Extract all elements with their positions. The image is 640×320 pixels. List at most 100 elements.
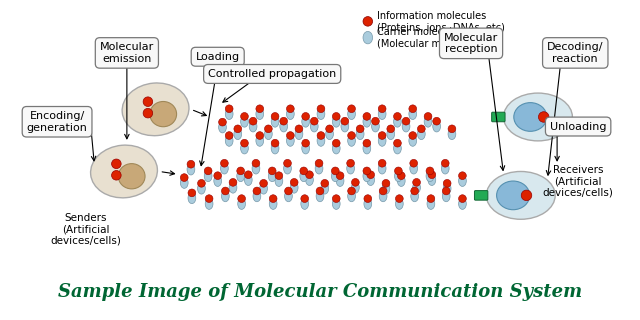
Circle shape (310, 117, 318, 125)
Ellipse shape (380, 190, 387, 202)
Ellipse shape (356, 128, 364, 140)
Circle shape (382, 180, 390, 187)
Circle shape (300, 167, 308, 175)
Circle shape (427, 195, 435, 203)
Ellipse shape (260, 183, 268, 194)
Circle shape (372, 117, 380, 125)
Circle shape (428, 171, 436, 179)
FancyBboxPatch shape (474, 191, 488, 200)
Ellipse shape (363, 116, 371, 127)
Ellipse shape (348, 135, 355, 146)
Ellipse shape (317, 108, 325, 119)
Circle shape (188, 189, 196, 197)
Ellipse shape (394, 116, 401, 127)
Ellipse shape (348, 190, 355, 202)
Circle shape (448, 125, 456, 133)
FancyBboxPatch shape (492, 112, 505, 122)
Text: Senders
(Artificial
devices/cells): Senders (Artificial devices/cells) (51, 212, 121, 246)
Ellipse shape (291, 182, 298, 193)
Ellipse shape (198, 183, 205, 194)
Circle shape (237, 167, 244, 175)
Ellipse shape (363, 31, 372, 44)
Circle shape (285, 187, 292, 195)
Circle shape (253, 187, 260, 195)
Circle shape (306, 171, 314, 179)
Circle shape (444, 180, 451, 187)
Circle shape (378, 132, 386, 140)
Circle shape (280, 117, 287, 125)
Circle shape (221, 159, 228, 167)
Circle shape (317, 105, 325, 113)
Ellipse shape (317, 135, 325, 146)
Circle shape (363, 139, 371, 147)
Circle shape (219, 118, 227, 126)
Text: Loading: Loading (196, 52, 240, 62)
Circle shape (143, 108, 153, 118)
Ellipse shape (205, 198, 213, 209)
Ellipse shape (204, 171, 212, 182)
Circle shape (364, 195, 372, 203)
Circle shape (204, 167, 212, 175)
Ellipse shape (336, 175, 344, 187)
Ellipse shape (363, 143, 371, 154)
Ellipse shape (332, 116, 340, 127)
Ellipse shape (363, 171, 371, 182)
Circle shape (426, 167, 434, 175)
Circle shape (287, 132, 294, 140)
Circle shape (326, 125, 333, 133)
Ellipse shape (402, 121, 410, 132)
Circle shape (221, 187, 229, 195)
Ellipse shape (244, 174, 252, 186)
Text: Information molecules
(Proteins, ions, DNAs, etc): Information molecules (Proteins, ions, D… (378, 11, 505, 32)
Ellipse shape (269, 198, 277, 209)
Ellipse shape (275, 175, 283, 187)
Ellipse shape (409, 108, 417, 119)
Circle shape (268, 167, 276, 175)
Ellipse shape (332, 198, 340, 209)
Circle shape (271, 113, 279, 120)
Circle shape (264, 125, 272, 133)
Ellipse shape (378, 135, 386, 146)
Circle shape (442, 159, 449, 167)
Circle shape (205, 195, 213, 203)
Circle shape (378, 159, 386, 167)
Ellipse shape (268, 171, 276, 182)
Ellipse shape (241, 116, 248, 127)
Ellipse shape (442, 163, 449, 174)
Ellipse shape (237, 198, 246, 209)
Ellipse shape (387, 128, 395, 140)
Ellipse shape (285, 190, 292, 202)
Ellipse shape (448, 128, 456, 140)
Circle shape (332, 167, 339, 175)
Ellipse shape (321, 183, 329, 194)
Ellipse shape (150, 101, 177, 127)
Ellipse shape (428, 174, 436, 186)
Ellipse shape (256, 108, 264, 119)
Ellipse shape (382, 183, 390, 194)
Circle shape (336, 172, 344, 180)
Ellipse shape (229, 182, 237, 193)
Circle shape (256, 105, 264, 113)
Circle shape (442, 187, 450, 195)
Ellipse shape (348, 108, 355, 119)
Ellipse shape (91, 145, 157, 198)
Circle shape (378, 105, 386, 113)
Ellipse shape (221, 163, 228, 174)
Ellipse shape (187, 164, 195, 175)
Ellipse shape (264, 128, 272, 140)
Text: Encoding/
generation: Encoding/ generation (27, 111, 88, 132)
Ellipse shape (300, 171, 308, 182)
Ellipse shape (221, 190, 229, 202)
Ellipse shape (427, 198, 435, 209)
Circle shape (284, 159, 291, 167)
Circle shape (225, 132, 233, 140)
Circle shape (234, 125, 242, 133)
Ellipse shape (122, 83, 189, 136)
Ellipse shape (306, 174, 314, 186)
Text: Carrier molecules
(Molecular motors, etc): Carrier molecules (Molecular motors, etc… (378, 27, 492, 48)
Ellipse shape (252, 163, 260, 174)
Ellipse shape (225, 108, 233, 119)
Circle shape (241, 139, 248, 147)
Circle shape (348, 105, 355, 113)
Ellipse shape (409, 135, 417, 146)
